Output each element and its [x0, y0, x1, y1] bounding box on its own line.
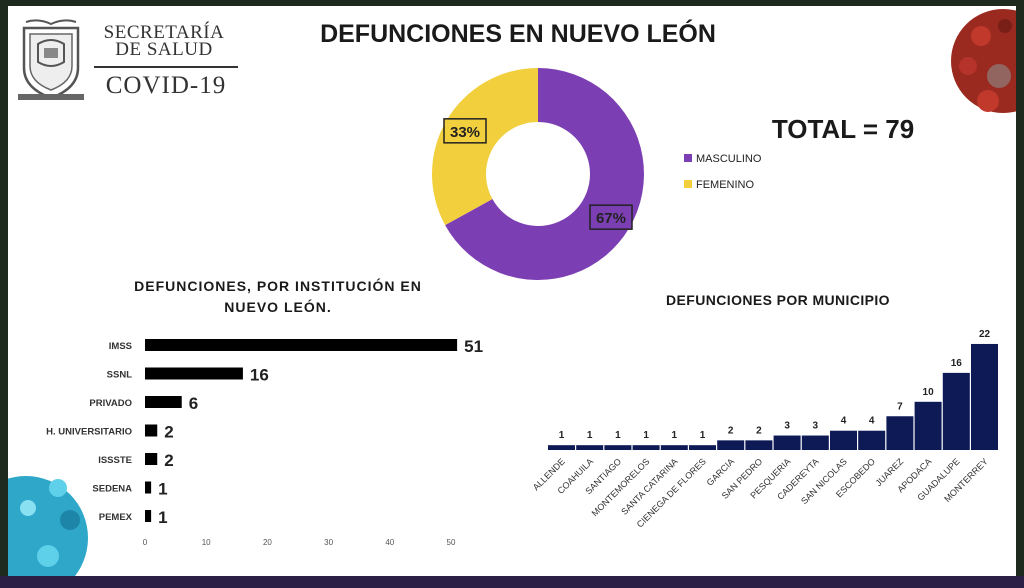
municipality-value: 7 — [897, 401, 903, 412]
municipality-value: 3 — [784, 421, 790, 432]
legend-swatch-masculino — [684, 154, 692, 162]
organization-name-line1: SECRETARÍA — [103, 22, 225, 43]
institution-value: 1 — [158, 480, 167, 499]
total-deaths: TOTAL = 79 — [771, 114, 915, 144]
institution-value: 2 — [164, 451, 173, 470]
organization-name-line2: DE SALUD — [115, 39, 213, 60]
institution-bar — [145, 396, 182, 408]
legend-label-masculino: MASCULINO — [696, 153, 762, 165]
municipality-bar — [914, 401, 942, 450]
institution-axis-tick: 50 — [447, 538, 456, 547]
institution-bar — [145, 424, 158, 437]
slide: SECRETARÍA DE SALUD COVID-19 DEFUNCIONES… — [8, 6, 1016, 576]
institution-axis-tick: 40 — [385, 538, 394, 547]
municipality-bar — [886, 416, 914, 450]
institution-bar — [145, 481, 152, 494]
municipality-value: 10 — [923, 387, 935, 398]
municipality-value: 2 — [728, 425, 734, 436]
municipality-value: 1 — [643, 430, 649, 441]
virus-decoration-icon — [8, 476, 88, 576]
institution-chart-title: DEFUNCIONES, POR INSTITUCIÓN EN NUEVO LE… — [134, 278, 422, 315]
institution-label: H. UNIVERSITARIO — [46, 427, 132, 438]
institution-bar — [145, 510, 152, 522]
donut-data-label: 33% — [450, 124, 480, 141]
institution-value: 16 — [250, 366, 269, 385]
institution-label: PEMEX — [99, 512, 133, 523]
municipality-bar — [830, 430, 857, 450]
organization-name: SECRETARÍA DE SALUD — [98, 22, 230, 60]
donut-label-box — [443, 118, 487, 144]
municipality-value: 2 — [756, 425, 762, 436]
municipality-bar — [745, 440, 773, 450]
municipality-bar — [942, 372, 970, 450]
legend-swatch-femenino — [684, 180, 692, 188]
institution-bar — [145, 453, 158, 465]
institution-value: 51 — [464, 337, 483, 356]
municipality-bar — [548, 445, 575, 450]
institution-label: SEDENA — [92, 484, 132, 495]
municipality-chart-title: DEFUNCIONES POR MUNICIPIO — [666, 292, 890, 308]
municipality-bar — [660, 445, 688, 450]
institution-bar — [145, 367, 243, 380]
municipality-bar — [689, 445, 716, 450]
municipality-value: 1 — [700, 430, 706, 441]
institution-axis-tick: 10 — [202, 538, 211, 547]
legend-label-femenino: FEMENINO — [696, 179, 755, 191]
municipality-bar — [858, 430, 886, 450]
institution-value: 2 — [164, 423, 173, 442]
donut-slice-femenino — [432, 68, 538, 226]
institution-label: IMSS — [109, 341, 132, 352]
municipality-bar — [632, 445, 660, 450]
municipality-bar — [971, 343, 998, 450]
institution-value: 1 — [158, 508, 167, 527]
municipality-value: 4 — [869, 416, 875, 427]
institution-axis-tick: 0 — [143, 538, 148, 547]
donut-label-box — [589, 204, 633, 230]
municipality-value: 1 — [559, 430, 565, 441]
program-label: COVID-19 — [105, 72, 227, 99]
municipality-value: 1 — [587, 430, 593, 441]
municipality-bar — [773, 435, 801, 450]
municipality-bar — [576, 445, 604, 450]
municipality-value: 1 — [672, 430, 678, 441]
municipality-bar — [717, 440, 745, 450]
coat-of-arms-icon — [18, 19, 84, 100]
virus-decoration-icon — [951, 9, 1016, 113]
institution-axis-tick: 20 — [263, 538, 272, 547]
logo-divider — [94, 66, 238, 68]
municipality-value: 4 — [841, 416, 847, 427]
bottom-bar — [0, 576, 1024, 588]
institution-label: SSNL — [107, 370, 133, 381]
municipality-bar — [604, 445, 632, 450]
institution-label: ISSSTE — [98, 455, 132, 466]
donut-chart-title: DEFUNCIONES EN NUEVO LEÓN — [320, 20, 716, 48]
donut-data-label: 67% — [596, 210, 626, 227]
institution-label: PRIVADO — [89, 398, 132, 409]
institution-axis-tick: 30 — [324, 538, 333, 547]
municipality-value: 1 — [615, 430, 621, 441]
municipality-value: 16 — [951, 358, 963, 369]
municipality-bar — [801, 435, 829, 450]
municipality-value: 3 — [813, 421, 819, 432]
institution-value: 6 — [189, 394, 198, 413]
municipality-value: 22 — [979, 329, 991, 340]
institution-bar — [145, 339, 458, 351]
